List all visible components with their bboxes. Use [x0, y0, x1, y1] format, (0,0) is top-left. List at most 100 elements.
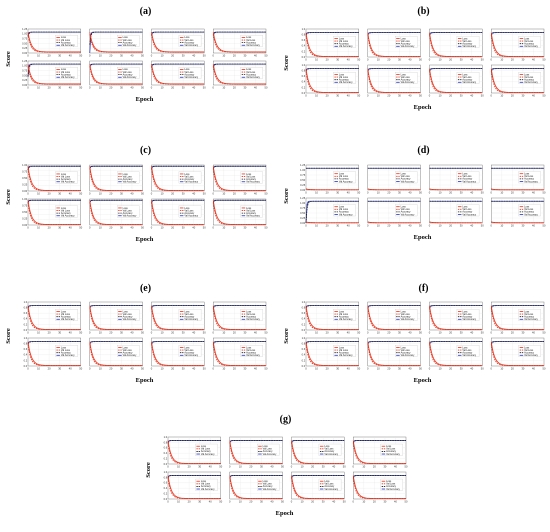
x-tick-label: 40: [347, 330, 350, 334]
legend-label: Val Loss: [524, 349, 534, 352]
legend-label: Loss: [324, 480, 330, 483]
legend-label: Val Accuracy: [123, 181, 137, 184]
series-val-accuracy: [229, 440, 283, 444]
legend-label: Val Accuracy: [184, 181, 198, 184]
x-tick-label: 0: [89, 53, 91, 57]
legend-label: Val Loss: [524, 175, 534, 178]
x-tick-label: 0: [305, 366, 307, 370]
x-tick-label: 10: [315, 93, 318, 97]
x-tick-label: 10: [177, 499, 180, 503]
x-tick-label: 40: [131, 53, 134, 57]
legend-label: Val Accuracy: [339, 180, 353, 183]
series-accuracy: [212, 199, 266, 203]
x-tick-label: 50: [141, 366, 144, 370]
series-val-loss: [89, 34, 143, 53]
x-tick-label: 30: [336, 57, 339, 61]
x-tick-label: 20: [109, 366, 112, 370]
y-axis-title-c: Score: [5, 189, 12, 205]
y-tick-label: 0.50: [300, 178, 306, 182]
legend-box: [395, 345, 418, 357]
x-tick-label: 20: [387, 330, 390, 334]
series-accuracy: [151, 63, 205, 68]
x-tick-label: 10: [500, 366, 503, 370]
y-tick-label: 0.50: [22, 210, 28, 214]
x-tick-label: 20: [233, 366, 236, 370]
legend-label: Val Loss: [263, 483, 273, 486]
series-val-loss: [89, 308, 143, 330]
legend-label: Loss: [201, 480, 207, 483]
legend-label: Accuracy: [61, 41, 72, 44]
legend-box: [318, 443, 342, 456]
legend-label: Loss: [246, 173, 252, 176]
legend-label: Loss: [184, 346, 190, 349]
legend-label: Loss: [524, 346, 530, 349]
legend-box: [380, 443, 403, 456]
legend-box: [117, 309, 140, 321]
x-tick-label: 50: [203, 191, 206, 195]
y-tick-label: 0.00: [22, 51, 28, 55]
legend-label: Val Accuracy: [401, 45, 415, 48]
legend-label: Loss: [524, 73, 530, 76]
x-tick-label: 0: [151, 53, 153, 57]
panel-label-f: (f): [419, 283, 429, 294]
legend-box: [456, 345, 480, 357]
y-tick-label: 0.8: [302, 69, 306, 73]
y-tick-label: 0.75: [22, 69, 28, 73]
series-val-loss: [429, 344, 483, 366]
legend-label: Loss: [246, 310, 252, 313]
y-tick-label: 0.4: [24, 317, 28, 321]
legend-label: Loss: [401, 173, 407, 176]
legend-box: [380, 478, 403, 491]
legend-label: Val Accuracy: [524, 213, 538, 216]
x-tick-label: 40: [254, 366, 257, 370]
series-val-accuracy: [229, 475, 283, 479]
legend-label: Loss: [184, 310, 190, 313]
legend-label: Val Accuracy: [462, 180, 476, 183]
y-tick-label: 0.2: [24, 358, 28, 362]
x-tick-label: 20: [326, 93, 329, 97]
legend-box: [117, 171, 140, 184]
x-tick-label: 50: [203, 330, 206, 334]
y-tick-label: 0.8: [164, 440, 168, 444]
x-tick-label: 30: [336, 190, 339, 194]
x-tick-label: 10: [99, 53, 102, 57]
x-tick-label: 10: [161, 225, 164, 229]
series-accuracy: [89, 165, 143, 169]
legend-label: Val Accuracy: [201, 488, 215, 491]
legend-label: Accuracy: [524, 78, 535, 81]
y-tick-label: 0.2: [164, 457, 168, 461]
series-val-loss: [491, 221, 544, 224]
x-tick-label: 10: [439, 223, 442, 227]
x-tick-label: 0: [89, 225, 91, 229]
y-tick-label: 0.00: [22, 83, 28, 87]
legend-label: Accuracy: [184, 315, 195, 318]
x-tick-label: 30: [460, 57, 463, 61]
y-tick-label: 0.00: [300, 188, 306, 192]
y-axis-title-d: Score: [283, 188, 290, 204]
y-tick-label: 0.75: [22, 37, 28, 41]
legend-label: Val Accuracy: [61, 215, 75, 218]
series-val-loss: [429, 188, 483, 191]
legend-label: Loss: [401, 37, 407, 40]
x-tick-label: 50: [405, 499, 408, 503]
legend-label: Val Loss: [123, 313, 133, 316]
y-tick-label: 0.6: [302, 311, 306, 315]
x-tick-label: 40: [209, 499, 212, 503]
y-tick-label: 1.0: [302, 63, 306, 67]
y-tick-label: 0.0: [24, 364, 28, 368]
x-tick-label: 30: [243, 330, 246, 334]
legend-label: Accuracy: [462, 315, 473, 318]
